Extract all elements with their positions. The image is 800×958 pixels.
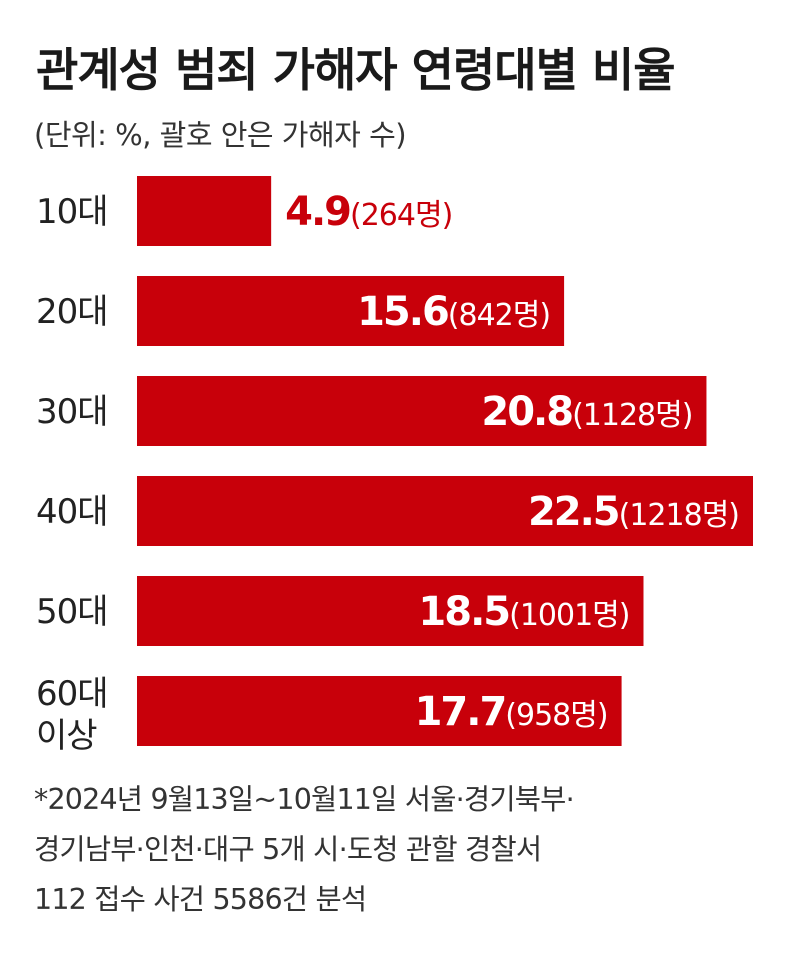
- category-label-4: 40대: [36, 492, 108, 532]
- bar-3: [137, 376, 707, 446]
- chart-title: 관계성 범죄 가해자 연령대별 비율: [36, 43, 676, 97]
- bar-5: [137, 576, 644, 646]
- category-label-5: 50대: [36, 592, 108, 632]
- category-label-1: 10대: [36, 192, 108, 232]
- category-label-6: 60대 이상: [36, 674, 108, 756]
- bar-4: [137, 476, 753, 546]
- footnote-line-2: 경기남부·인천·대구 5개 시·도청 관할 경찰서: [34, 833, 542, 866]
- bar-6: [137, 676, 622, 746]
- bar-2: [137, 276, 565, 346]
- value-label-4: 22.5(1218명): [528, 489, 739, 535]
- category-label-2: 20대: [36, 292, 108, 332]
- value-label-2: 15.6(842명): [357, 289, 550, 335]
- footnote-line-3: 112 접수 사건 5586건 분석: [34, 883, 367, 916]
- value-label-6: 17.7(958명): [415, 689, 608, 735]
- bar-1: [137, 176, 272, 246]
- footnote: *2024년 9월13일~10월11일 서울·경기북부· 경기남부·인천·대구 …: [34, 775, 774, 925]
- value-label-1: 4.9(264명): [285, 189, 452, 235]
- chart-subtitle: (단위: %, 괄호 안은 가해자 수): [34, 118, 407, 152]
- footnote-line-1: *2024년 9월13일~10월11일 서울·경기북부·: [34, 783, 575, 816]
- value-label-5: 18.5(1001명): [418, 589, 629, 635]
- category-label-3: 30대: [36, 392, 108, 432]
- value-label-3: 20.8(1128명): [481, 389, 692, 435]
